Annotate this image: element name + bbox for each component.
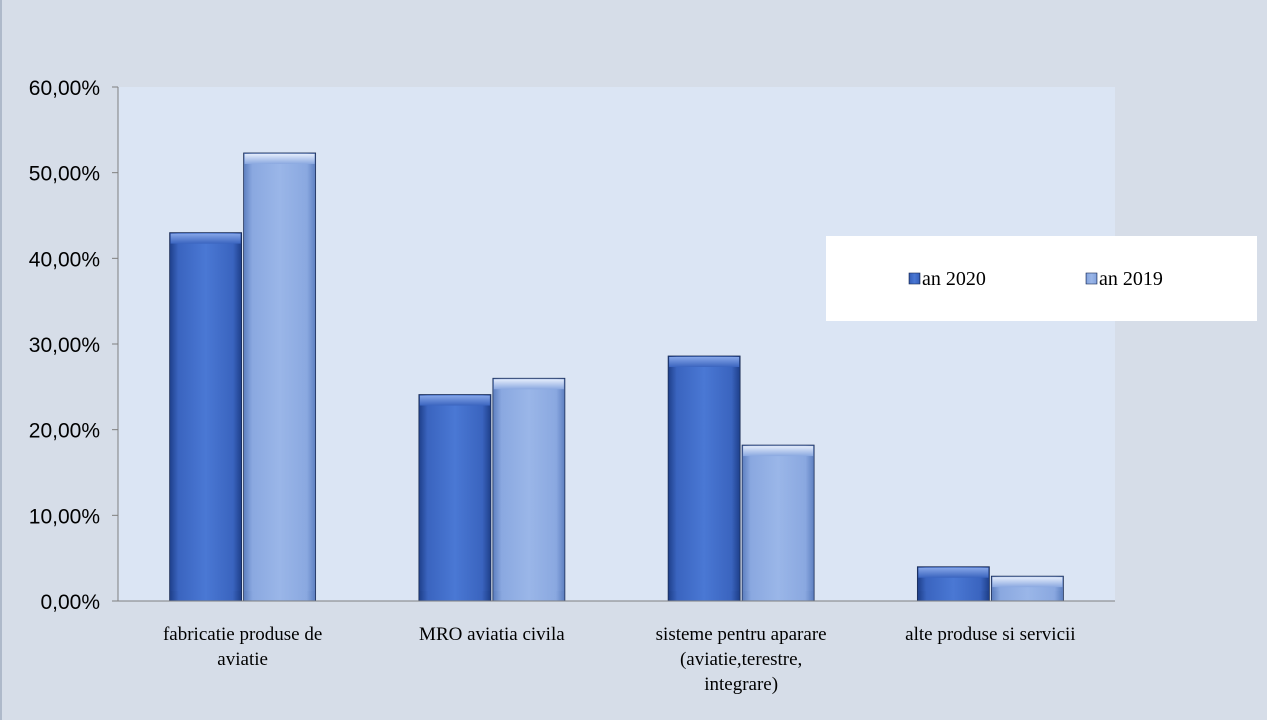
legend: an 2020 an 2019 (826, 236, 1257, 321)
x-tick-label: aviatie (217, 649, 268, 670)
bar-bevel-top (170, 233, 241, 244)
legend-swatch-an-2020 (908, 272, 921, 285)
bar-bevel-bottom (244, 591, 315, 600)
legend-box (826, 236, 1257, 321)
bar-bevel-bottom (669, 591, 740, 600)
bar (243, 152, 317, 602)
x-tick-label: fabricatie produse de (163, 624, 322, 645)
bar-bevel-bottom (170, 591, 241, 600)
legend-label-an-2020: an 2020 (922, 268, 986, 290)
bar (741, 444, 815, 602)
bar-bevel-top (244, 153, 315, 164)
bar (990, 575, 1064, 602)
bar-bevel-bottom (743, 591, 814, 600)
bar-body (418, 394, 492, 602)
bar-body (169, 232, 243, 602)
x-tick-label: integrare) (704, 674, 778, 695)
bar (916, 566, 990, 602)
bar-body (741, 444, 815, 602)
x-tick-label: sisteme pentru aparare (656, 624, 827, 645)
y-tick-label: 0,00% (40, 591, 100, 614)
y-tick-label: 30,00% (29, 334, 100, 357)
bar-bevel-bottom (992, 591, 1063, 600)
bars (169, 152, 1064, 602)
y-tick-label: 20,00% (29, 420, 100, 443)
x-tick-label: (aviatie,terestre, (680, 649, 802, 670)
legend-label-an-2019: an 2019 (1099, 268, 1163, 290)
bar (169, 232, 243, 602)
bar-body (492, 377, 566, 602)
bar (418, 394, 492, 602)
y-tick-label: 10,00% (29, 505, 100, 528)
bar-body (243, 152, 317, 602)
x-tick-label: alte produse si servicii (905, 624, 1075, 645)
bar-body (667, 355, 741, 602)
bar-bevel-bottom (493, 591, 564, 600)
bar-bevel-bottom (918, 591, 989, 600)
bar-bevel-top (992, 577, 1063, 588)
y-axis: 0,00% 10,00% 20,00% 30,00% 40,00% 50,00% 60,00… (29, 77, 119, 614)
y-tick-label: 50,00% (29, 163, 100, 186)
bar-bevel-bottom (419, 591, 490, 600)
bar-bevel-top (743, 446, 814, 457)
bar (492, 377, 566, 602)
bar-bevel-top (669, 356, 740, 367)
bar-bevel-top (493, 379, 564, 390)
legend-swatch-an-2019 (1085, 272, 1098, 285)
y-tick-label: 60,00% (29, 77, 100, 100)
x-axis: fabricatie produse de aviatie MRO aviatia … (118, 600, 1115, 695)
bar-bevel-top (918, 567, 989, 578)
y-tick-label: 40,00% (29, 248, 100, 271)
bar-bevel-top (419, 395, 490, 406)
x-tick-label: MRO aviatia civila (419, 624, 565, 645)
bar (667, 355, 741, 602)
